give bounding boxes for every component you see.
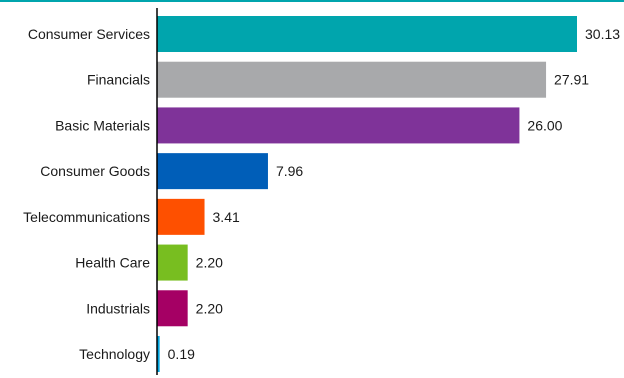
value-label: 2.20 <box>196 255 223 271</box>
category-label: Technology <box>79 346 150 362</box>
bar <box>157 290 188 327</box>
bar <box>157 107 520 144</box>
bar <box>157 153 268 190</box>
category-label: Telecommunications <box>23 209 150 225</box>
value-label: 27.91 <box>554 72 589 88</box>
category-labels-group: Consumer Services Financials Basic Materia… <box>23 26 150 362</box>
bar <box>157 336 160 372</box>
bar <box>157 198 205 235</box>
bar <box>157 16 577 52</box>
category-label: Consumer Goods <box>40 163 150 179</box>
value-label: 26.00 <box>527 117 562 133</box>
bar <box>157 244 188 281</box>
category-label: Health Care <box>75 255 150 271</box>
category-label: Basic Materials <box>55 117 150 133</box>
value-label: 2.20 <box>196 300 223 316</box>
bars-group <box>157 16 577 372</box>
value-labels-group: 30.13 27.91 26.00 7.96 3.41 2.20 2.20 0.19 <box>168 26 621 362</box>
category-label: Financials <box>87 72 150 88</box>
bar <box>157 61 547 98</box>
value-label: 7.96 <box>276 163 303 179</box>
category-label: Industrials <box>86 300 150 316</box>
value-label: 0.19 <box>168 346 195 362</box>
category-label: Consumer Services <box>28 26 150 42</box>
value-label: 30.13 <box>585 26 620 42</box>
value-label: 3.41 <box>213 209 240 225</box>
